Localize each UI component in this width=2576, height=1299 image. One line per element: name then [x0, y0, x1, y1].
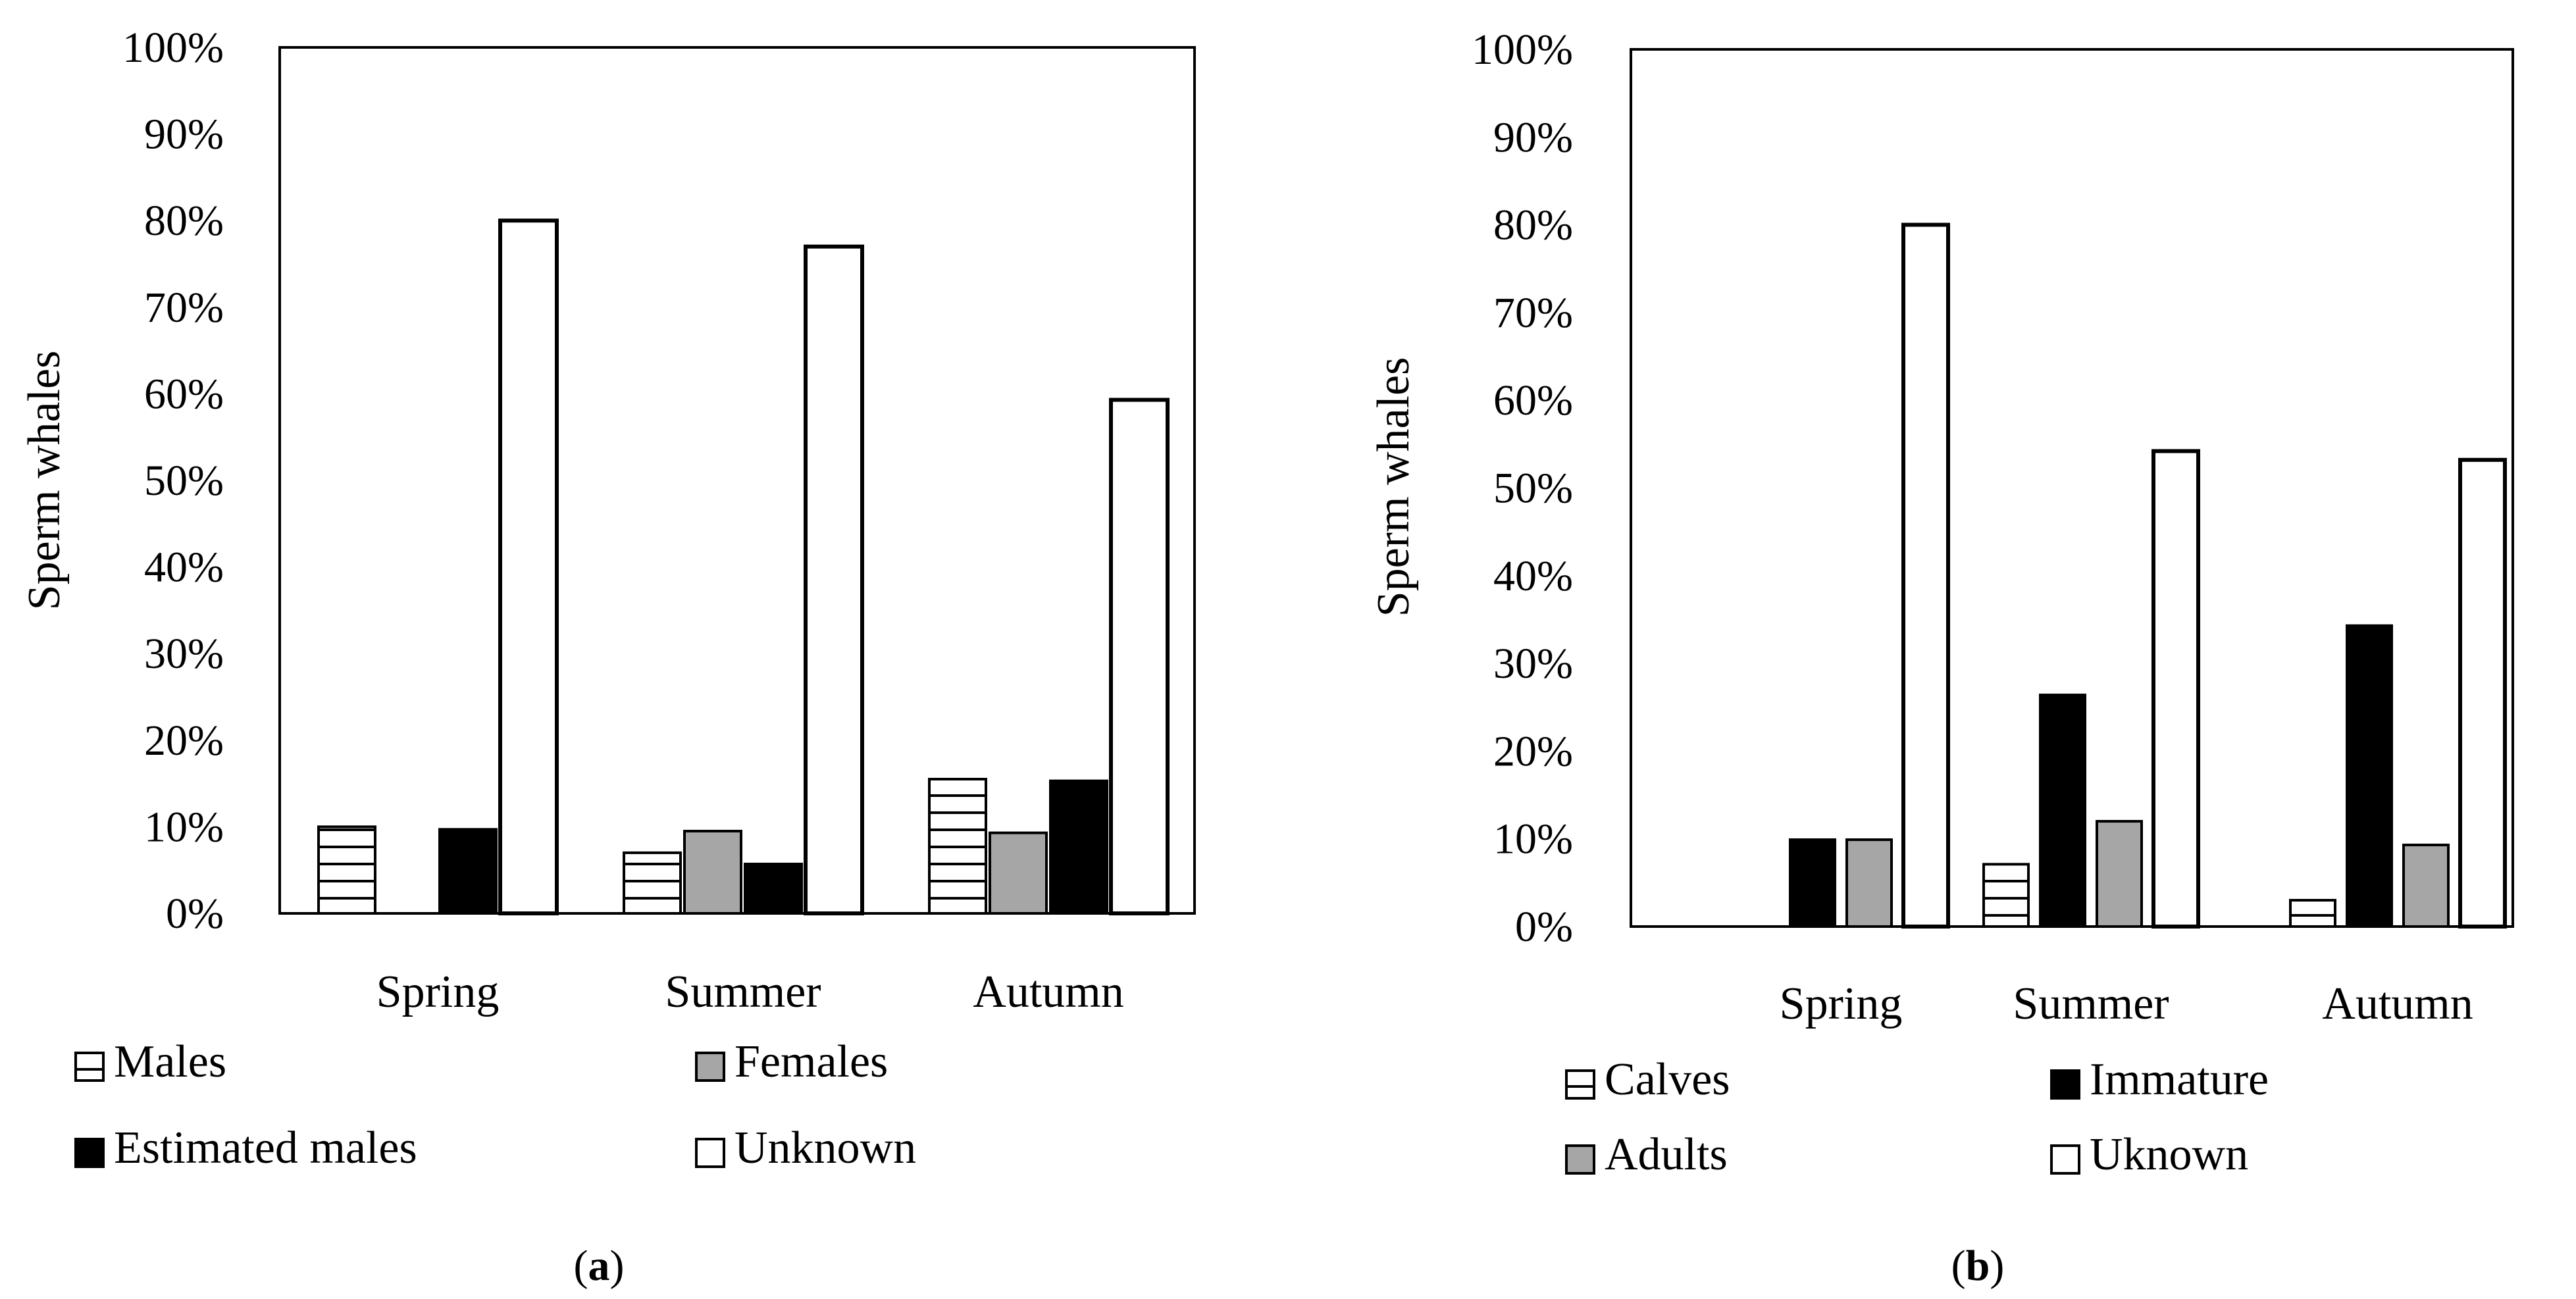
bar-autumn-adults: [2402, 844, 2450, 929]
chart-a-y-axis-label: Sperm whales: [19, 351, 70, 611]
x-tick-label-spring: Spring: [376, 967, 500, 1017]
y-tick-label-0pct: 0%: [1515, 903, 1573, 951]
chart-b-bars: [1789, 222, 2507, 929]
legend-label-immature: Immature: [2090, 1054, 2269, 1105]
bar-spring-immature: [1789, 838, 1836, 928]
bar-autumn-immature: [2346, 624, 2393, 928]
chart-a-panel-label: (a): [574, 1242, 625, 1290]
y-tick-label-10pct: 10%: [1493, 815, 1573, 863]
y-tick-label-40pct: 40%: [144, 544, 224, 592]
y-tick-label-100pct: 100%: [122, 24, 224, 72]
x-tick-label-autumn: Autumn: [2322, 979, 2473, 1029]
bar-summer-males: [623, 851, 682, 915]
x-tick-label-summer: Summer: [665, 967, 821, 1017]
y-tick-label-40pct: 40%: [1493, 552, 1573, 600]
bar-autumn-males: [928, 778, 987, 915]
legend-swatch-unknown: [695, 1138, 725, 1168]
bar-summer-estimated-males: [744, 862, 803, 915]
bar-summer-immature: [2039, 694, 2086, 928]
bar-summer-calves: [1982, 863, 2030, 929]
bar-autumn-calves: [2289, 899, 2336, 929]
y-tick-label-70pct: 70%: [1493, 289, 1573, 337]
chart-b: Sperm whales 0% 10% 20% 30% 40% 50% 60% 70% 80% 9…: [1368, 26, 2514, 1290]
y-tick-label-70pct: 70%: [144, 284, 224, 332]
chart-b-legend: Calves Immature Adults Uknown: [1565, 1054, 2269, 1180]
chart-b-y-tick-labels: 0% 10% 20% 30% 40% 50% 60% 70% 80% 90% 100%: [1472, 26, 1573, 951]
bar-summer-adults: [2096, 820, 2143, 929]
legend-swatch-males: [74, 1052, 105, 1082]
y-tick-label-20pct: 20%: [1493, 727, 1573, 775]
y-tick-label-100pct: 100%: [1472, 26, 1573, 74]
legend-swatch-females: [695, 1052, 725, 1082]
legend-label-adults: Adults: [1605, 1129, 1728, 1180]
y-tick-label-60pct: 60%: [144, 370, 224, 418]
bar-autumn-females: [989, 831, 1048, 915]
legend-swatch-uknown: [2050, 1144, 2080, 1175]
chart-a-legend: Males Females Estimated males Unknown: [74, 1036, 916, 1173]
bar-summer-uknown: [2151, 449, 2200, 929]
x-tick-label-autumn: Autumn: [973, 967, 1123, 1017]
y-tick-label-50pct: 50%: [1493, 465, 1573, 513]
y-tick-label-90pct: 90%: [144, 111, 224, 159]
y-tick-label-50pct: 50%: [144, 457, 224, 505]
bar-autumn-unknown: [1109, 397, 1170, 915]
y-tick-label-30pct: 30%: [1493, 640, 1573, 688]
chart-a: Sperm whales 0% 10% 20% 30% 40% 50% 60% 70% 80% 9…: [19, 24, 1196, 1290]
bar-autumn-estimated-males: [1049, 779, 1108, 915]
legend-label-unknown: Unknown: [734, 1123, 916, 1173]
legend-label-uknown: Uknown: [2090, 1129, 2248, 1180]
bar-spring-adults: [1845, 838, 1893, 928]
y-tick-label-80pct: 80%: [144, 197, 224, 245]
legend-label-calves: Calves: [1605, 1054, 1730, 1105]
chart-a-x-tick-labels: Spring Summer Autumn: [376, 967, 1124, 1017]
chart-b-panel-label: (b): [1951, 1242, 2005, 1290]
y-tick-label-90pct: 90%: [1493, 113, 1573, 161]
legend-swatch-calves: [1565, 1069, 1595, 1100]
y-tick-label-80pct: 80%: [1493, 201, 1573, 249]
y-tick-label-60pct: 60%: [1493, 376, 1573, 424]
x-tick-label-summer: Summer: [2013, 979, 2169, 1029]
bar-autumn-uknown: [2458, 457, 2507, 929]
y-tick-label-10pct: 10%: [144, 803, 224, 851]
chart-b-x-tick-labels: Spring Summer Autumn: [1780, 979, 2473, 1029]
chart-a-bars: [317, 218, 1170, 916]
bar-spring-unknown: [498, 218, 559, 916]
legend-label-estimated-males: Estimated males: [114, 1123, 417, 1173]
bar-summer-females: [683, 829, 742, 915]
y-tick-label-20pct: 20%: [144, 717, 224, 765]
chart-b-y-axis-label: Sperm whales: [1368, 357, 1419, 617]
legend-label-females: Females: [734, 1036, 888, 1087]
chart-a-y-tick-labels: 0% 10% 20% 30% 40% 50% 60% 70% 80% 90% 100%: [122, 24, 224, 938]
y-tick-label-0pct: 0%: [166, 890, 224, 938]
y-tick-label-30pct: 30%: [144, 630, 224, 678]
bar-spring-males: [317, 825, 376, 915]
x-tick-label-spring: Spring: [1780, 979, 1903, 1029]
legend-swatch-adults: [1565, 1144, 1595, 1175]
bar-spring-estimated-males: [438, 828, 498, 915]
bar-summer-unknown: [804, 244, 864, 915]
bar-spring-uknown: [1901, 222, 1950, 929]
legend-swatch-immature: [2050, 1069, 2080, 1100]
legend-label-males: Males: [114, 1036, 226, 1087]
legend-swatch-estimated-males: [74, 1138, 105, 1168]
